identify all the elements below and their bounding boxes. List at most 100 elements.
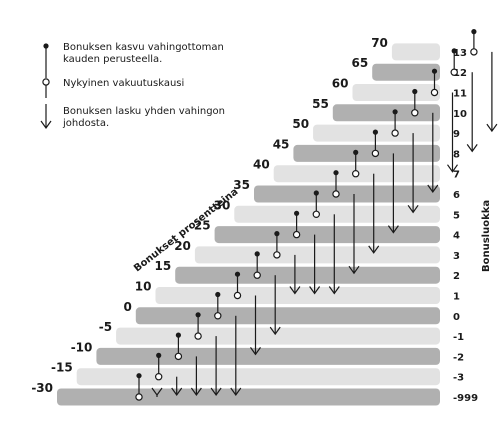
step-bar-16 [372, 63, 440, 81]
step-bar-4 [135, 307, 441, 325]
step-bar-10 [254, 185, 440, 203]
next-class-dot [234, 271, 241, 277]
current-class-circle [430, 88, 439, 97]
transition-7 [273, 231, 301, 295]
decrease-arrowhead [407, 204, 419, 214]
decrease-arrowhead [210, 387, 222, 397]
transition-16 [450, 48, 478, 153]
transition-14 [411, 88, 439, 194]
percent-label: 70 [371, 36, 388, 50]
transition-10 [332, 170, 360, 275]
next-class-dot [274, 231, 280, 237]
legend: Bonuksen kasvu vahingottoman kauden peru… [40, 42, 225, 130]
next-class-dot [294, 210, 300, 216]
decrease-arrowhead [250, 347, 261, 356]
next-class-dot [353, 149, 359, 155]
current-class-circle [253, 271, 261, 279]
decrease-arrowhead [348, 265, 360, 275]
decrease-arrowhead [447, 164, 458, 173]
current-class-circle [273, 251, 281, 259]
current-class-circle [411, 109, 419, 117]
transition-0 [135, 373, 163, 401]
current-class-circle [371, 149, 380, 158]
decrease-arrowhead [368, 245, 380, 254]
step-bar-5 [155, 287, 440, 304]
percent-label: -5 [99, 320, 112, 334]
class-label: 3 [453, 251, 460, 262]
decrease-arrowhead [328, 286, 340, 295]
transition-3 [194, 312, 222, 397]
next-class-dot [136, 373, 142, 379]
class-label: -999 [453, 393, 478, 404]
percent-label: 20 [174, 239, 191, 253]
legend-current: Nykyinen vakuutuskausi [63, 78, 184, 89]
next-class-dot [451, 48, 457, 54]
next-class-dot [372, 129, 378, 135]
step-bar-6 [175, 266, 440, 284]
class-axis-title: Bonusluokka [481, 200, 492, 272]
class-label: 12 [453, 68, 467, 79]
percent-label: 10 [135, 280, 152, 294]
current-class-circle [233, 291, 242, 300]
decrease-arrowhead [190, 387, 202, 397]
class-label: 0 [453, 312, 460, 323]
legend-decrease-icon [40, 104, 52, 130]
percent-label: 45 [273, 137, 290, 151]
decrease-arrowhead [486, 123, 498, 133]
next-class-dot [471, 29, 477, 35]
current-class-circle [154, 373, 163, 381]
current-class-circle [214, 312, 222, 320]
transition-arrows [135, 29, 498, 401]
current-class-circle [135, 393, 143, 401]
legend-growth-line2: kauden perusteella. [63, 54, 162, 65]
legend-decrease-line2: johdosta. [62, 118, 109, 129]
percent-label: 0 [123, 300, 131, 314]
class-label: -2 [453, 352, 464, 363]
class-label: 4 [453, 231, 460, 242]
percent-label: 30 [214, 198, 231, 212]
transition-11 [352, 149, 380, 254]
class-label: 10 [453, 109, 467, 120]
current-class-circle [332, 190, 340, 198]
decrease-arrowhead [309, 286, 321, 295]
step-bar-2 [96, 347, 441, 365]
percent-label: 50 [292, 117, 309, 131]
step-bar-14 [332, 104, 440, 122]
decrease-arrowhead [427, 184, 439, 194]
step-bar-9 [234, 205, 440, 223]
class-label: 7 [453, 170, 460, 181]
current-class-circle [292, 230, 301, 239]
percent-label: 65 [351, 56, 368, 70]
step-bar-8 [214, 226, 440, 244]
class-label: 8 [453, 149, 460, 160]
transition-13 [391, 109, 419, 214]
next-class-dot [175, 332, 181, 338]
transition-4 [214, 291, 242, 397]
current-class-circle [450, 68, 458, 76]
next-class-dot [195, 312, 201, 318]
step-bar-15 [352, 84, 440, 101]
percent-label: 55 [312, 97, 329, 111]
transition-1 [154, 352, 183, 397]
class-label: -3 [453, 373, 464, 384]
percent-label: 35 [233, 178, 250, 192]
transition-12 [371, 129, 399, 234]
current-class-circle [470, 48, 478, 56]
next-class-dot [156, 352, 162, 358]
decrease-arrowhead [269, 326, 281, 336]
legend-growth-icon [43, 43, 49, 78]
class-label: 5 [453, 210, 460, 221]
decrease-arrowhead [151, 387, 163, 397]
class-label: 2 [453, 271, 460, 282]
transition-5 [233, 271, 261, 356]
percent-label: 25 [194, 219, 211, 233]
percent-label: -30 [31, 381, 53, 395]
percent-label: 40 [253, 158, 270, 172]
step-bar-7 [194, 246, 440, 264]
step-bars [57, 43, 441, 406]
step-bar-17 [391, 43, 440, 61]
transition-15 [430, 68, 458, 173]
